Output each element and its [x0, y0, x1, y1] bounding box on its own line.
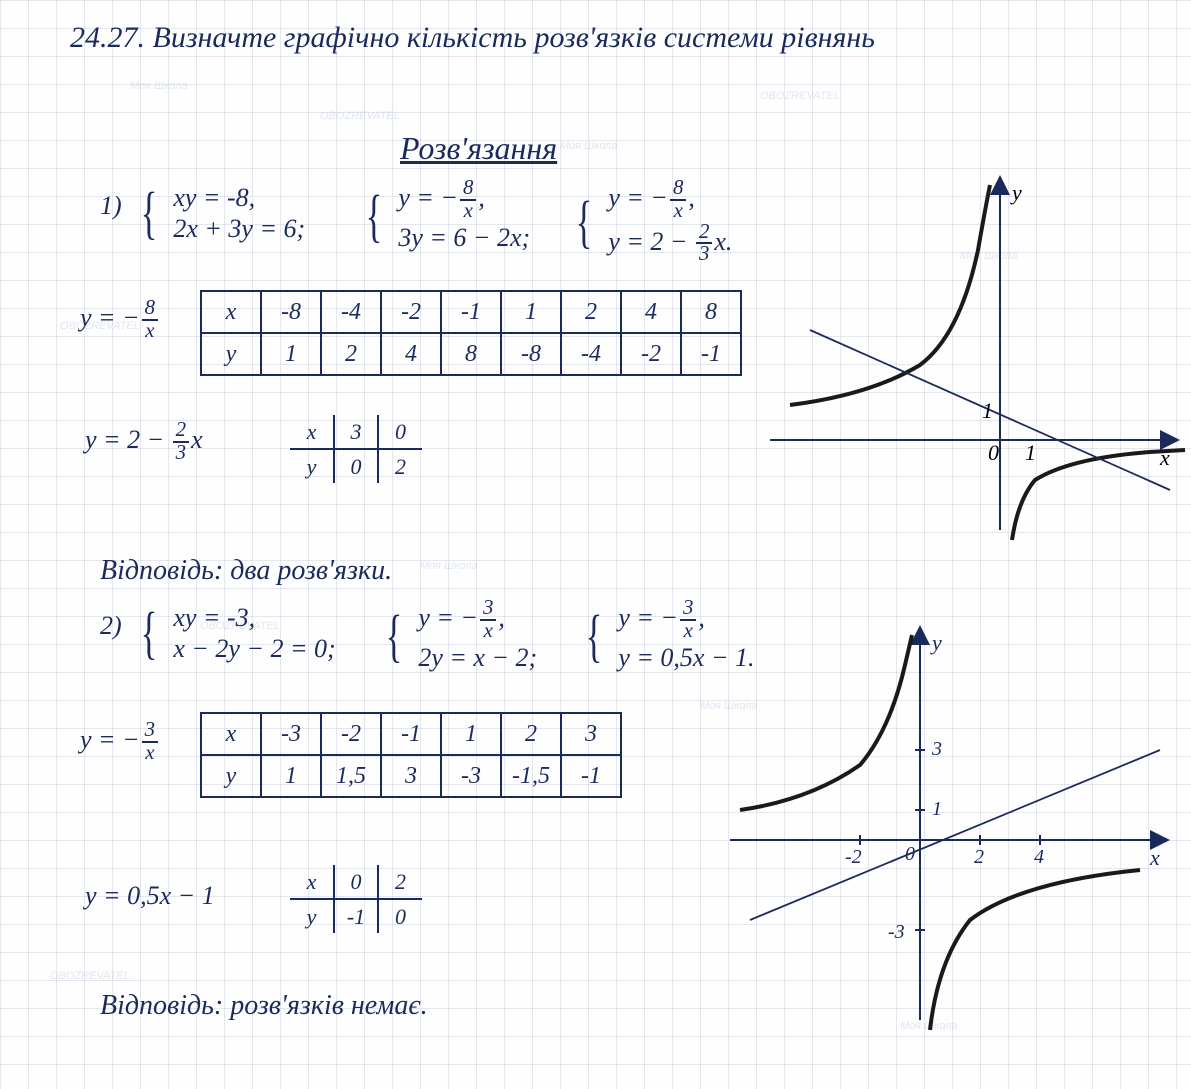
part1-system1: { xy = -8, 2x + 3y = 6;	[135, 178, 305, 248]
cell: -1	[381, 713, 441, 755]
part1-hyperbola-eq: y = −8x	[80, 298, 160, 342]
cell: -3	[441, 755, 501, 797]
part2-table2: x 0 2 y -1 0	[290, 865, 422, 933]
table-row: y -1 0	[290, 899, 422, 933]
cell: 8	[681, 291, 741, 333]
cell: 1	[261, 333, 321, 375]
cell: 1	[441, 713, 501, 755]
part1-line-eq: y = 2 − 23x	[85, 420, 203, 464]
table-header-y: y	[201, 755, 261, 797]
cell: 2	[378, 865, 422, 899]
cell: 2	[378, 449, 422, 483]
part2-label: 2)	[100, 610, 122, 641]
cell: 0	[378, 415, 422, 449]
table-row: x 0 2	[290, 865, 422, 899]
sys1-bot: 2x + 3y = 6;	[173, 213, 305, 244]
tick: 1	[932, 798, 942, 820]
tick: 3	[931, 738, 942, 760]
part2-answer: Відповідь: розв'язків немає.	[100, 990, 428, 1022]
cell: -2	[381, 291, 441, 333]
part1-graph: 0 1 1 x y	[750, 170, 1190, 550]
cell: -1	[334, 899, 378, 933]
cell: x	[290, 415, 334, 449]
sys1-bot: x − 2y − 2 = 0;	[173, 633, 335, 664]
tick: -3	[888, 921, 905, 943]
part2-graph: 0 -2 2 4 1 3 -3 x y	[720, 620, 1180, 1040]
table-row: x -8 -4 -2 -1 1 2 4 8	[201, 291, 741, 333]
tick: 4	[1034, 846, 1044, 868]
cell: -1	[681, 333, 741, 375]
cell: 3	[381, 755, 441, 797]
cell: 0	[334, 865, 378, 899]
part1-table1: x -8 -4 -2 -1 1 2 4 8 y 1 2 4 8 -8 -4 -2…	[200, 290, 742, 376]
tick-x: 1	[1025, 440, 1036, 465]
part2-table1: x -3 -2 -1 1 2 3 y 1 1,5 3 -3 -1,5 -1	[200, 712, 622, 798]
cell: -2	[621, 333, 681, 375]
title-text: Визначте графічно кількість розв'язків с…	[153, 21, 875, 54]
part1-table2: x 3 0 y 0 2	[290, 415, 422, 483]
cell: 2	[501, 713, 561, 755]
cell: 0	[378, 899, 422, 933]
sys2-bot: 3y = 6 − 2x;	[398, 222, 530, 253]
cell: -1	[441, 291, 501, 333]
cell: -1	[561, 755, 621, 797]
cell: 2	[321, 333, 381, 375]
cell: -4	[321, 291, 381, 333]
tick-y: 1	[982, 398, 993, 423]
sys2-top: y = −3x,	[418, 598, 537, 642]
cell: 3	[334, 415, 378, 449]
cell: 1	[261, 755, 321, 797]
table-row: y 0 2	[290, 449, 422, 483]
part1-system2: { y = −8x, 3y = 6 − 2x;	[360, 178, 530, 253]
sys3-top: y = −8x,	[608, 178, 732, 222]
y-axis-label: y	[930, 630, 942, 655]
part1-label: 1)	[100, 190, 122, 221]
cell: -1,5	[501, 755, 561, 797]
tick: 2	[974, 846, 984, 868]
table-row: y 1 2 4 8 -8 -4 -2 -1	[201, 333, 741, 375]
part2-system2: { y = −3x, 2y = x − 2;	[380, 598, 537, 673]
y-axis-label: y	[1010, 180, 1022, 205]
part2-hyperbola-eq: y = −3x	[80, 720, 160, 764]
cell: y	[290, 449, 334, 483]
solution-heading: Розв'язання	[400, 130, 557, 167]
cell: 1,5	[321, 755, 381, 797]
table-header-y: y	[201, 333, 261, 375]
x-axis-label: x	[1149, 845, 1160, 870]
table-row: y 1 1,5 3 -3 -1,5 -1	[201, 755, 621, 797]
sys2-top: y = −8x,	[398, 178, 530, 222]
origin-label: 0	[988, 440, 999, 465]
cell: 0	[334, 449, 378, 483]
cell: 3	[561, 713, 621, 755]
cell: -4	[561, 333, 621, 375]
cell: -3	[261, 713, 321, 755]
cell: 2	[561, 291, 621, 333]
cell: -8	[501, 333, 561, 375]
cell: 8	[441, 333, 501, 375]
origin-label: 0	[905, 843, 915, 865]
cell: x	[290, 865, 334, 899]
table-header-x: x	[201, 291, 261, 333]
sys3-bot: y = 2 − 23x.	[608, 222, 732, 266]
part1-system3: { y = −8x, y = 2 − 23x.	[570, 178, 732, 265]
table-row: x 3 0	[290, 415, 422, 449]
table-row: x -3 -2 -1 1 2 3	[201, 713, 621, 755]
sys2-bot: 2y = x − 2;	[418, 642, 537, 673]
cell: -2	[321, 713, 381, 755]
x-axis-label: x	[1159, 445, 1170, 470]
part2-line-eq: y = 0,5x − 1	[85, 880, 215, 911]
problem-title: 24.27. Визначте графічно кількість розв'…	[70, 18, 875, 57]
cell: -8	[261, 291, 321, 333]
sys1-top: xy = -3,	[173, 602, 335, 633]
cell: 4	[381, 333, 441, 375]
cell: 1	[501, 291, 561, 333]
tick: -2	[845, 846, 862, 868]
part2-system1: { xy = -3, x − 2y − 2 = 0;	[135, 598, 336, 668]
table-header-x: x	[201, 713, 261, 755]
cell: y	[290, 899, 334, 933]
cell: 4	[621, 291, 681, 333]
problem-number: 24.27.	[70, 21, 145, 54]
part1-answer: Відповідь: два розв'язки.	[100, 555, 392, 587]
sys1-top: xy = -8,	[173, 182, 305, 213]
